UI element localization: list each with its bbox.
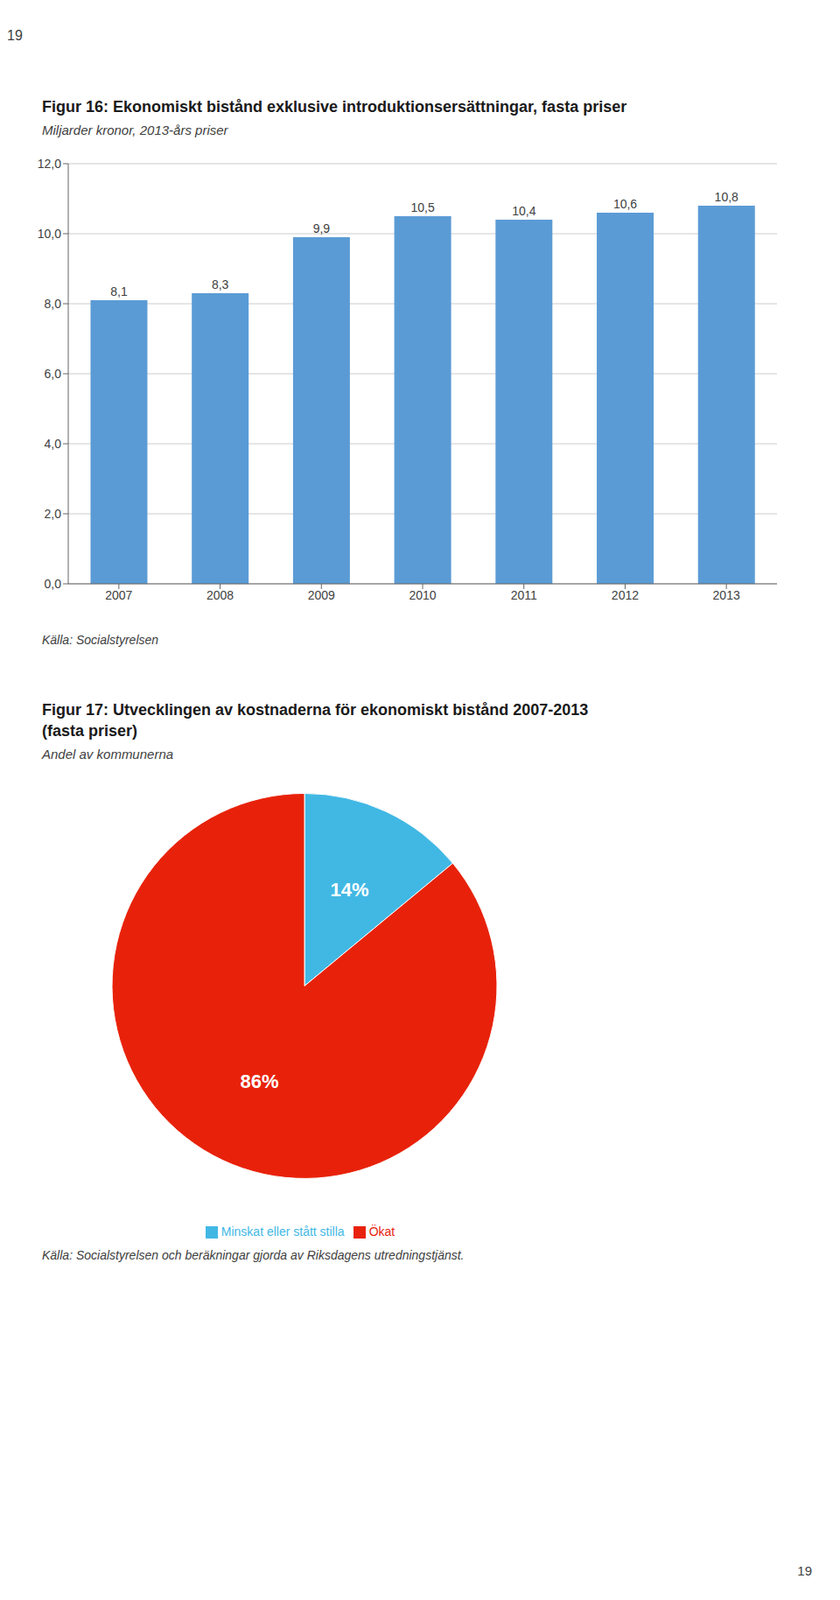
html-text:Källa: Socialstyrelsen: Källa: Socialstyrelsen (42, 632, 159, 647)
html-text:19: 19 (797, 1562, 812, 1578)
svg-text:2007: 2007 (105, 588, 133, 602)
html-text:Källa: Socialstyrelsen och ber: Källa: Socialstyrelsen och beräkningar g… (42, 1247, 465, 1262)
svg-text:2010: 2010 (408, 588, 436, 602)
svg-text:6,0: 6,0 (44, 366, 63, 381)
svg-text:2009: 2009 (308, 588, 336, 602)
html-text:Figur 16: Ekonomiskt bistånd e: Figur 16: Ekonomiskt bistånd exklusive i… (42, 98, 627, 116)
svg-text:86%: 86% (239, 1070, 279, 1092)
svg-text:8,3: 8,3 (211, 277, 230, 292)
html-text:(fasta priser): (fasta priser) (42, 721, 138, 740)
svg-text:10,0: 10,0 (37, 226, 62, 241)
html-text:Figur 17: Utvecklingen av kost: Figur 17: Utvecklingen av kostnaderna fö… (42, 700, 589, 719)
svg-text:4,0: 4,0 (44, 436, 63, 451)
svg-text:0,0: 0,0 (44, 576, 63, 591)
svg-text:10,5: 10,5 (410, 200, 434, 215)
svg-text:2011: 2011 (511, 588, 538, 602)
html-text:Miljarder kronor, 2013-års pri: Miljarder kronor, 2013-års priser (42, 122, 229, 138)
svg-text:2013: 2013 (713, 588, 741, 602)
html-text:Ökat: Ökat (368, 1223, 395, 1238)
svg-text:2008: 2008 (206, 588, 234, 602)
svg-text:10,8: 10,8 (714, 189, 739, 204)
svg-text:10,4: 10,4 (511, 203, 536, 218)
svg-text:14%: 14% (329, 878, 369, 901)
svg-text:10,6: 10,6 (613, 196, 637, 211)
svg-text:9,9: 9,9 (313, 221, 331, 236)
svg-text:12,0: 12,0 (37, 156, 62, 171)
svg-text:8,0: 8,0 (44, 296, 63, 311)
html-text:19: 19 (7, 28, 23, 43)
html-text:Andel av kommunerna: Andel av kommunerna (42, 746, 174, 762)
svg-text:2,0: 2,0 (44, 506, 63, 521)
svg-text:8,1: 8,1 (110, 284, 128, 299)
html-text:Minskat eller stått stilla: Minskat eller stått stilla (221, 1223, 345, 1238)
svg-text:2012: 2012 (611, 588, 639, 602)
